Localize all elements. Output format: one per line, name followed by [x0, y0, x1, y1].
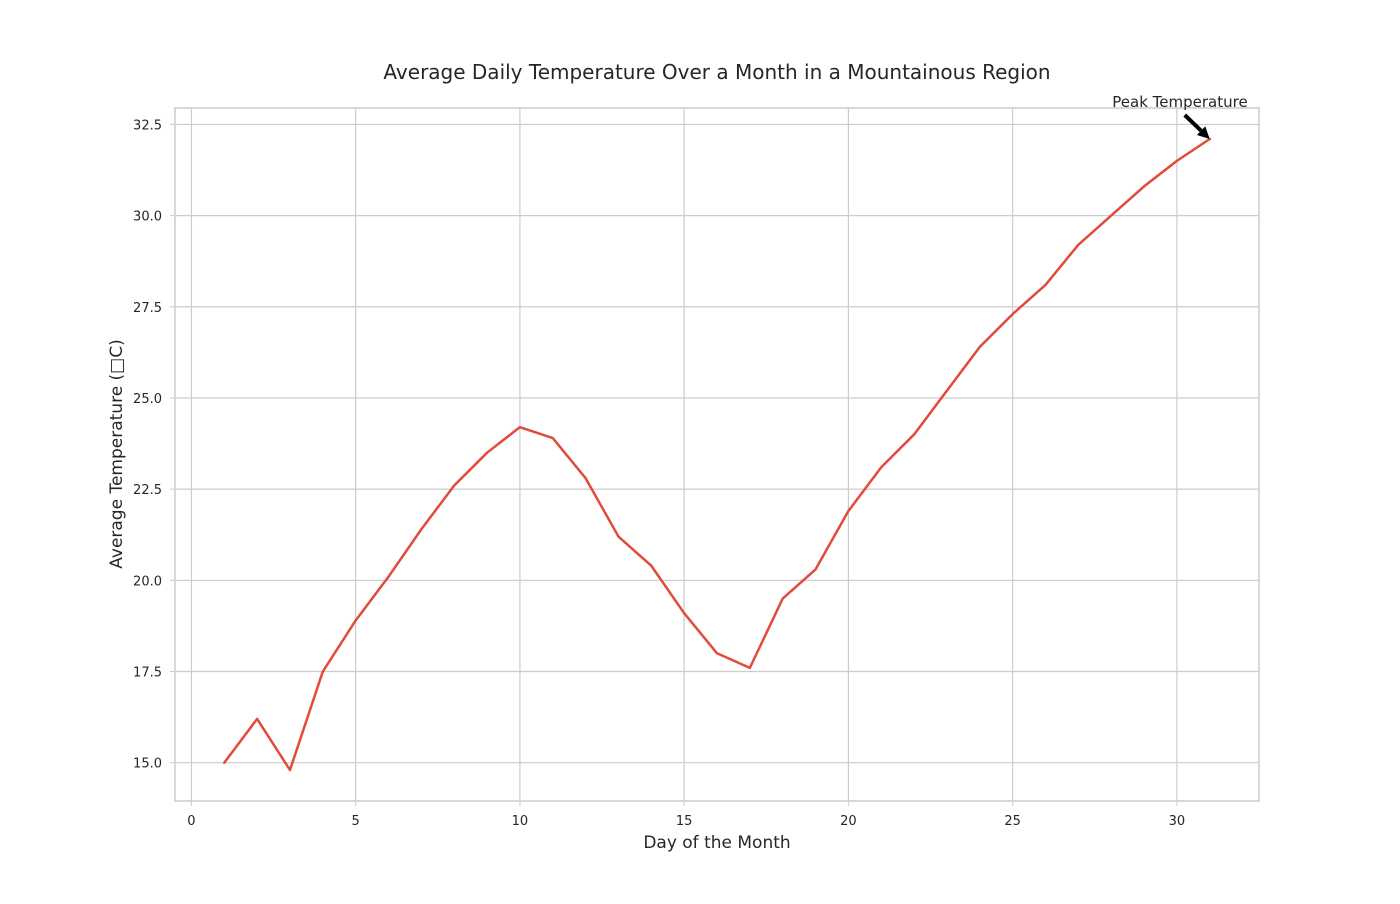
series-layer	[223, 137, 1211, 772]
y-tick-label: 30.0	[133, 210, 162, 225]
y-tick-label: 32.5	[133, 118, 162, 133]
plot-frame	[174, 107, 1260, 802]
y-tick-label: 15.0	[133, 757, 162, 772]
peak-annotation-arrowhead	[1196, 126, 1210, 140]
x-axis-label: Day of the Month	[643, 833, 790, 853]
y-axis-label: Average Temperature (□C)	[107, 339, 127, 569]
peak-annotation-arrow-shaft	[1183, 113, 1203, 133]
x-tick-label: 10	[512, 814, 529, 829]
x-tick-label: 5	[352, 814, 360, 829]
chart-title: Average Daily Temperature Over a Month i…	[383, 60, 1050, 84]
peak-annotation-label: Peak Temperature	[1112, 93, 1247, 111]
temperature-line	[223, 137, 1211, 772]
y-tick-label: 27.5	[133, 301, 162, 316]
grid-layer	[174, 107, 1260, 802]
x-tick-label: 30	[1169, 814, 1186, 829]
y-tick-label: 20.0	[133, 574, 162, 589]
y-tick-label: 17.5	[133, 666, 162, 681]
tick-layer: 0 5 10 15 20 25 30 15.0 17.5 20.0 22.5 25.0 27.5 30.0…	[133, 118, 1185, 829]
annotation-layer: Peak Temperature	[1112, 93, 1248, 140]
x-tick-label: 25	[1004, 814, 1021, 829]
y-tick-label: 22.5	[133, 483, 162, 498]
x-tick-label: 20	[840, 814, 857, 829]
x-tick-label: 0	[187, 814, 195, 829]
x-tick-label: 15	[676, 814, 693, 829]
y-tick-label: 25.0	[133, 392, 162, 407]
